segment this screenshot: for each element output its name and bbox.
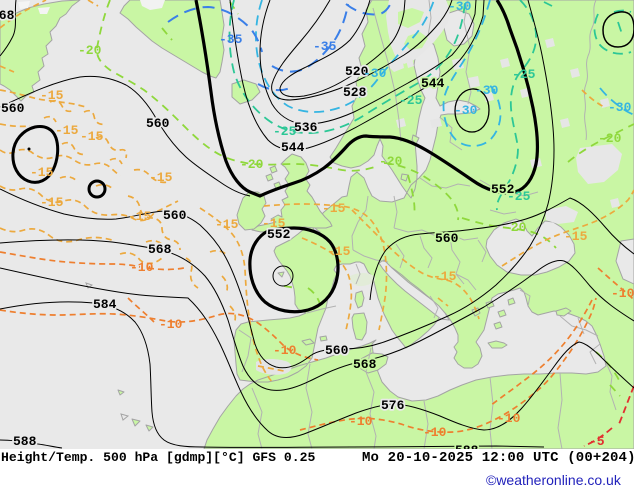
svg-text:560: 560 [325,343,349,358]
svg-text:-10: -10 [423,425,447,440]
svg-text:-10: -10 [349,414,373,429]
svg-text:-35: -35 [313,39,337,54]
svg-text:-25: -25 [399,93,423,108]
svg-text:-10: -10 [159,317,183,332]
svg-text:-35: -35 [219,32,243,47]
svg-text:-20: -20 [379,154,403,169]
svg-text:560: 560 [435,231,459,246]
svg-text:-10: -10 [273,343,297,358]
svg-text:560: 560 [163,208,187,223]
svg-text:-20: -20 [503,220,527,235]
svg-text:-20: -20 [78,43,102,58]
svg-text:-30: -30 [608,100,632,115]
svg-text:-30: -30 [363,66,387,81]
svg-text:-10: -10 [497,411,521,426]
svg-text:-15: -15 [322,201,346,216]
svg-text:588: 588 [455,443,479,449]
svg-text:544: 544 [421,76,445,91]
svg-text:528: 528 [343,85,367,100]
svg-text:-15: -15 [564,229,588,244]
svg-text:-15: -15 [262,216,286,231]
svg-text:544: 544 [281,140,305,155]
svg-text:-30: -30 [454,103,478,118]
svg-text:-15: -15 [215,217,239,232]
svg-text:-30: -30 [475,83,499,98]
svg-text:-15: -15 [30,165,54,180]
svg-text:-5: -5 [589,434,605,449]
svg-text:568: 568 [0,8,15,23]
svg-text:-20: -20 [598,131,622,146]
svg-text:-15: -15 [327,244,351,259]
svg-text:568: 568 [353,357,377,372]
svg-text:-15: -15 [149,170,173,185]
svg-text:-10: -10 [611,286,634,301]
svg-text:560: 560 [1,101,25,116]
svg-text:-20: -20 [240,157,264,172]
svg-text:552: 552 [491,182,515,197]
svg-text:560: 560 [146,116,170,131]
svg-text:588: 588 [13,434,37,449]
svg-text:-25: -25 [512,67,536,82]
svg-text:520: 520 [345,64,369,79]
svg-text:-25: -25 [507,189,531,204]
svg-text:-15: -15 [40,195,64,210]
svg-text:-10: -10 [130,260,154,275]
svg-text:568: 568 [148,242,172,257]
svg-text:-15: -15 [433,269,457,284]
svg-text:-15: -15 [128,209,152,224]
svg-text:552: 552 [267,227,291,242]
svg-text:536: 536 [294,120,318,135]
svg-text:-15: -15 [40,88,64,103]
svg-text:-15: -15 [55,123,79,138]
svg-text:584: 584 [93,297,117,312]
svg-text:-15: -15 [80,129,104,144]
svg-text:576: 576 [381,398,405,413]
svg-text:-25: -25 [273,124,297,139]
svg-text:-30: -30 [448,0,472,14]
